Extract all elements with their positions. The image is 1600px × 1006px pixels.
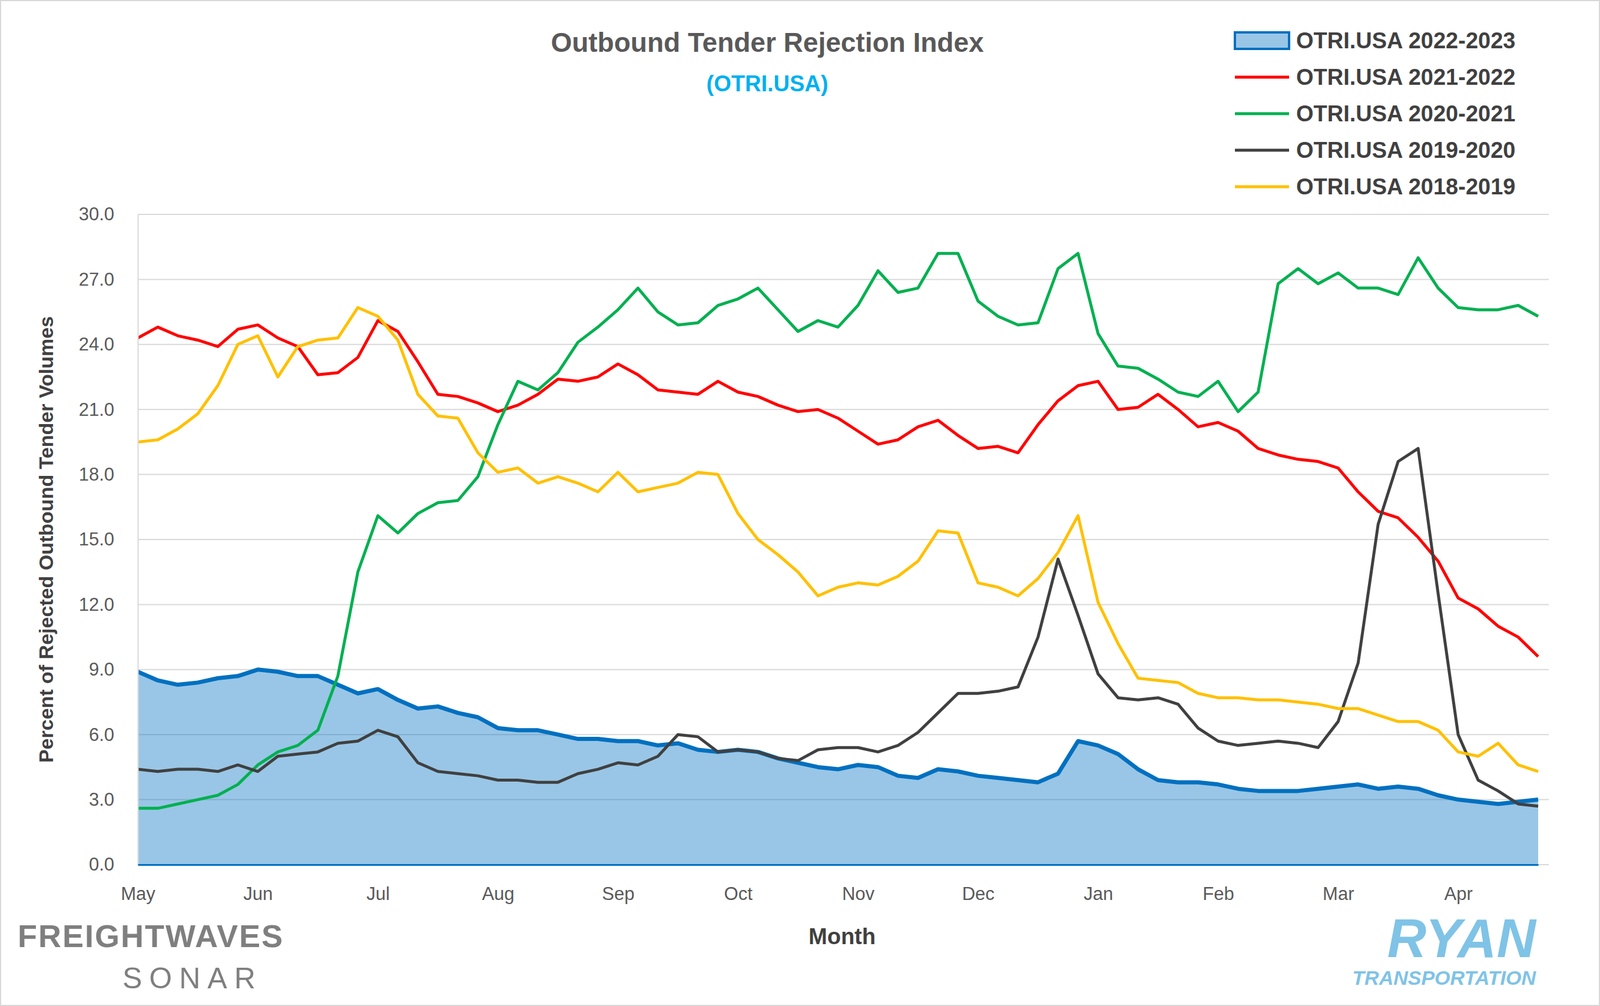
series-line	[137, 448, 1539, 806]
legend-swatch	[1234, 185, 1290, 189]
x-tick-label: Nov	[842, 883, 876, 904]
x-tick-label: Dec	[962, 883, 995, 904]
grid-line	[137, 408, 1549, 410]
y-tick: 0.0	[88, 853, 138, 875]
chart: 0.0 3.0 6.0 9.0 12.0 15.0 18.0 21.0 24.0 27.0 30.0…	[0, 0, 1600, 1006]
legend-item: OTRI.USA 2018-2019	[1234, 174, 1516, 200]
area	[137, 669, 1539, 865]
logo-text: TRANSPORTATION	[1352, 966, 1537, 989]
x-tick: Jan	[1083, 864, 1113, 904]
legend-item: OTRI.USA 2021-2022	[1234, 64, 1516, 90]
y-tick: 6.0	[88, 724, 138, 745]
y-tick: 18.0	[78, 464, 138, 485]
logo-text: SONAR	[122, 961, 263, 995]
x-tick-label: Apr	[1443, 883, 1473, 904]
y-tick-label: 21.0	[78, 399, 115, 420]
grid	[137, 214, 1549, 865]
x-tick-label: Feb	[1202, 883, 1234, 904]
legend-swatch	[1234, 32, 1290, 49]
y-tick-label: 30.0	[78, 203, 115, 225]
x-tick-label: Mar	[1322, 883, 1354, 904]
legend-swatch	[1234, 75, 1290, 79]
legend-item: OTRI.USA 2020-2021	[1234, 101, 1516, 127]
grid-line	[137, 343, 1549, 346]
y-tick-label: 9.0	[88, 658, 115, 680]
x-tick: Apr	[1443, 864, 1473, 904]
legend-label: OTRI.USA 2018-2019	[1296, 174, 1516, 200]
x-tick: Nov	[842, 864, 876, 904]
x-axis-title: Month	[808, 923, 876, 949]
x-tick: Mar	[1322, 864, 1354, 904]
legend-label: OTRI.USA 2020-2021	[1296, 101, 1516, 127]
y-tick-label: 18.0	[78, 464, 115, 485]
grid-line	[137, 213, 1549, 215]
x-tick: Feb	[1202, 864, 1234, 904]
y-tick: 12.0	[78, 594, 138, 615]
grid-line	[137, 538, 1549, 541]
series-line	[137, 320, 1539, 657]
legend-label: OTRI.USA 2021-2022	[1296, 64, 1516, 90]
series-line	[137, 307, 1539, 772]
y-tick-label: 3.0	[88, 789, 115, 810]
y-tick-label: 27.0	[78, 269, 115, 290]
x-tick-label: Jun	[243, 883, 273, 904]
x-axis-line	[138, 863, 1539, 866]
y-axis-title: Percent of Rejected Outbound Tender Volu…	[34, 316, 58, 763]
y-tick: 15.0	[78, 528, 138, 550]
x-tick: May	[120, 864, 156, 904]
x-tick-label: Jul	[366, 883, 390, 904]
y-tick-label: 15.0	[78, 528, 115, 550]
logo-text: RYAN	[1387, 908, 1538, 969]
title: Outbound Tender Rejection Index	[550, 27, 985, 58]
grid-line	[137, 474, 1549, 476]
x-tick: Jul	[366, 864, 390, 904]
subtitle: (OTRI.USA)	[706, 71, 829, 96]
logo-text: FREIGHTWAVES	[17, 918, 284, 954]
y-tick: 3.0	[88, 789, 138, 810]
background	[0, 0, 1600, 1006]
plot-area	[137, 253, 1539, 865]
x-tick-label: May	[120, 883, 156, 904]
x-tick: Jun	[243, 864, 273, 904]
x-tick: Sep	[601, 864, 635, 904]
grid-line	[137, 278, 1549, 280]
y-axis: 0.0 3.0 6.0 9.0 12.0 15.0 18.0 21.0 24.0 27.0 30.0	[78, 203, 139, 875]
x-tick: Dec	[962, 864, 995, 904]
y-tick: 24.0	[78, 333, 138, 355]
grid-line	[137, 668, 1549, 671]
y-tick-label: 24.0	[78, 333, 115, 355]
legend-item: OTRI.USA 2022-2023	[1234, 28, 1516, 53]
x-tick-label: Oct	[724, 883, 754, 904]
x-tick: Aug	[481, 864, 515, 904]
series-line	[137, 253, 1539, 808]
y-tick: 21.0	[78, 399, 138, 420]
x-tick-label: Sep	[601, 883, 635, 904]
y-tick-label: 0.0	[88, 853, 115, 875]
legend: OTRI.USA 2022-2023 OTRI.USA 2021-2022 OTRI…	[1234, 28, 1516, 200]
y-tick: 9.0	[88, 658, 138, 680]
grid-line	[137, 863, 1549, 866]
grid-line	[137, 603, 1549, 605]
x-axis: May Jun Jul Aug Sep Oct Nov Dec Jan Feb Mar Apr	[120, 864, 1539, 904]
x-tick-label: Aug	[481, 883, 515, 904]
legend-label: OTRI.USA 2022-2023	[1296, 28, 1516, 53]
legend-label: OTRI.USA 2019-2020	[1296, 137, 1516, 163]
legend-swatch	[1234, 112, 1290, 116]
y-tick: 27.0	[78, 269, 138, 290]
x-tick-label: Jan	[1083, 883, 1113, 904]
x-tick: Oct	[724, 864, 754, 904]
legend-item: OTRI.USA 2019-2020	[1234, 137, 1516, 163]
legend-swatch	[1234, 148, 1290, 152]
y-tick-label: 6.0	[88, 724, 115, 745]
y-tick-label: 12.0	[78, 594, 115, 615]
y-tick: 30.0	[78, 203, 138, 225]
y-axis-line	[137, 214, 139, 866]
